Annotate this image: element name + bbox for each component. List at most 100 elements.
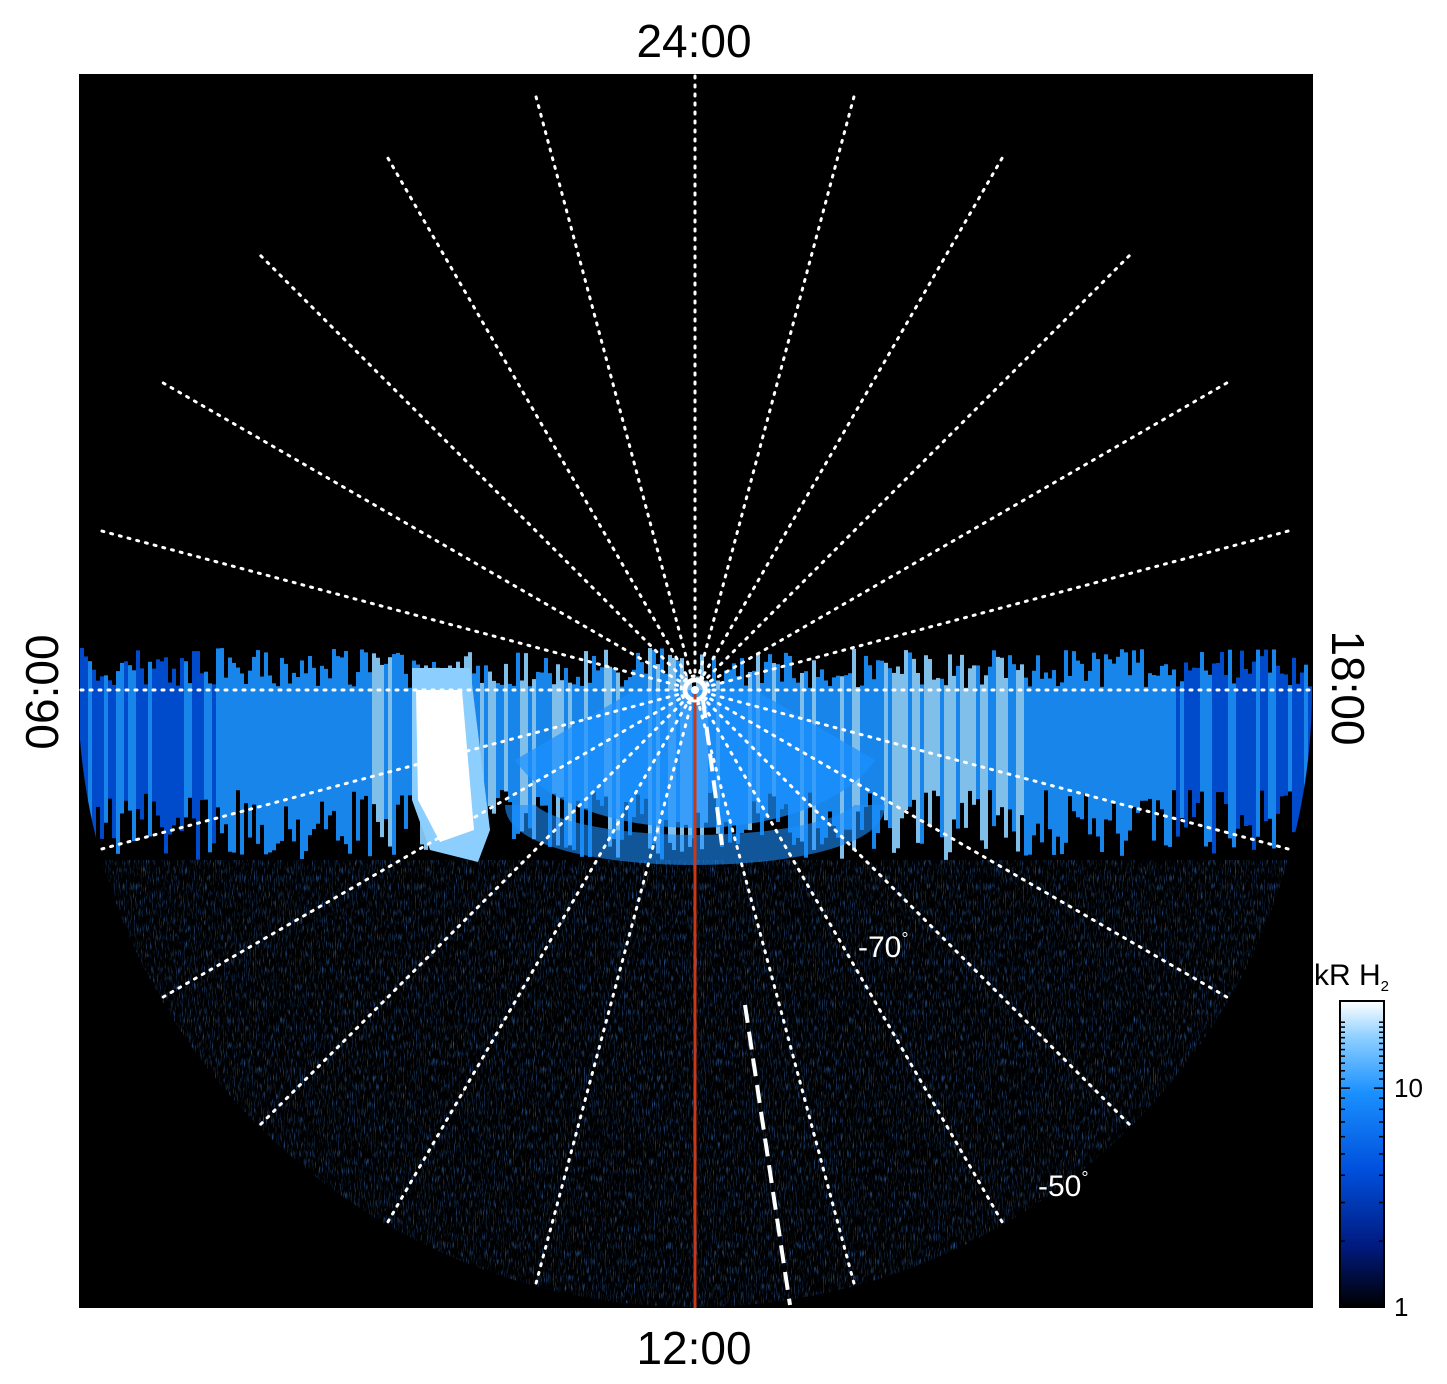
emission-streak xyxy=(888,668,892,829)
emission-streak xyxy=(1188,670,1192,791)
colorbar-title: kR H2 xyxy=(1314,959,1389,995)
emission-streak xyxy=(1028,686,1032,855)
emission-streak xyxy=(248,670,252,838)
emission-streak xyxy=(1104,654,1108,820)
emission-streak xyxy=(496,683,500,799)
emission-streak xyxy=(320,665,324,802)
emission-streak xyxy=(1260,656,1264,791)
emission-streak xyxy=(1240,650,1244,816)
emission-streak xyxy=(208,683,212,853)
emission-streak xyxy=(84,656,88,842)
emission-streak xyxy=(1076,660,1080,818)
emission-streak xyxy=(332,649,336,811)
emission-streak xyxy=(112,684,116,839)
polar-grid xyxy=(79,74,1313,1308)
emission-streak xyxy=(1288,685,1292,792)
emission-streak xyxy=(960,654,964,803)
emission-streak xyxy=(1084,680,1088,794)
emission-streak xyxy=(512,685,516,839)
emission-streak xyxy=(992,650,996,827)
emission-streak xyxy=(380,664,384,838)
colorbar-tick-label: 10 xyxy=(1394,1073,1423,1103)
colorbar-gradient xyxy=(1339,1000,1385,1308)
emission-streak xyxy=(1120,649,1124,856)
emission-streak xyxy=(484,665,488,818)
meridian-line xyxy=(159,688,697,1000)
emission-streak xyxy=(388,657,392,847)
emission-streak xyxy=(368,672,372,857)
meridian-line xyxy=(693,688,1231,1000)
emission-streak xyxy=(284,663,288,807)
emission-streak xyxy=(212,684,216,844)
emission-streak xyxy=(1168,675,1172,847)
emission-streak xyxy=(1004,678,1008,838)
emission-streak xyxy=(1140,649,1144,801)
emission-streak xyxy=(1216,662,1220,793)
emission-streak xyxy=(1156,675,1160,801)
emission-streak xyxy=(192,651,196,819)
meridian-line xyxy=(533,92,697,692)
emission-streak xyxy=(1152,675,1156,841)
meridian-line xyxy=(693,252,1133,692)
emission-streak xyxy=(392,654,396,855)
latitude-label-70: -70° xyxy=(858,929,909,964)
local-time-label-top: 24:00 xyxy=(636,15,751,67)
emission-streak xyxy=(240,673,244,855)
emission-streak xyxy=(944,685,948,860)
emission-streak xyxy=(1056,686,1060,837)
emission-streak xyxy=(936,677,940,797)
emission-streak xyxy=(1264,649,1268,822)
emission-streak xyxy=(136,650,140,810)
emission-streak xyxy=(96,680,100,807)
emission-streak xyxy=(1052,670,1056,855)
meridian-line xyxy=(693,688,1005,1226)
dashed-reference-line-upper xyxy=(701,699,724,846)
emission-streak xyxy=(952,675,956,820)
emission-streak xyxy=(1044,672,1048,791)
emission-streak xyxy=(948,654,952,853)
emission-streak xyxy=(336,656,340,841)
emission-streak xyxy=(384,663,388,820)
latitude-label-50: -50° xyxy=(1038,1168,1089,1203)
emission-streak xyxy=(1080,663,1084,820)
emission-streak xyxy=(244,684,248,804)
emission-streak xyxy=(856,687,860,812)
emission-streak xyxy=(1276,665,1280,814)
emission-streak xyxy=(116,671,120,854)
emission-streak xyxy=(524,653,528,814)
emission-streak xyxy=(1092,652,1096,819)
emission-streak xyxy=(92,669,96,838)
emission-streak xyxy=(324,668,328,830)
emission-streak xyxy=(372,653,376,805)
emission-streak xyxy=(1068,675,1072,797)
colorbar-ticks: 1 10 xyxy=(1340,1021,1423,1322)
meridian-line xyxy=(693,380,1231,692)
bright-emission-spot xyxy=(412,668,490,862)
emission-streak xyxy=(876,660,880,834)
meridian-line xyxy=(693,688,1293,852)
emission-streak xyxy=(1296,683,1300,834)
emission-streak xyxy=(1304,664,1308,858)
emission-streak xyxy=(544,658,548,806)
emission-streak xyxy=(508,683,512,803)
emission-streak xyxy=(1112,663,1116,804)
emission-streak xyxy=(1096,659,1100,837)
emission-streak xyxy=(1048,678,1052,830)
meridian-line xyxy=(385,154,697,692)
emission-streak xyxy=(220,648,224,834)
emission-streak xyxy=(276,686,280,844)
emission-streak xyxy=(280,657,284,841)
emission-streak xyxy=(924,655,928,793)
local-time-label-bottom: 12:00 xyxy=(636,1322,751,1374)
emission-streak xyxy=(396,652,400,805)
emission-streak xyxy=(264,652,268,855)
emission-streak xyxy=(1280,673,1284,797)
emission-streak xyxy=(492,680,496,814)
emission-streak xyxy=(360,649,364,800)
emission-streak xyxy=(1232,683,1236,848)
emission-streak xyxy=(272,683,276,851)
emission-streak xyxy=(144,684,148,794)
emission-streak xyxy=(364,652,368,796)
emission-streak xyxy=(480,682,484,809)
local-time-label-left: 06:00 xyxy=(16,634,68,749)
